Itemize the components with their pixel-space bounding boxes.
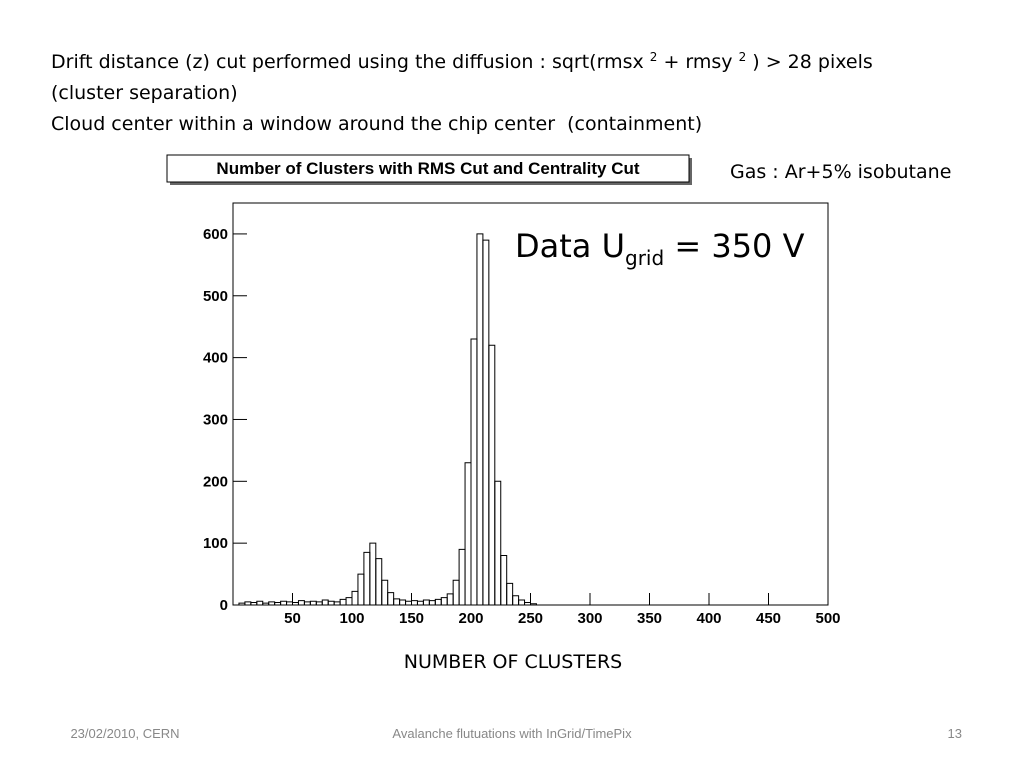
y-tick-label: 300 [203,411,228,428]
x-tick-label: 50 [284,610,301,627]
footer-date: 23/02/2010, CERN [70,726,179,741]
x-tick-label: 300 [577,610,602,627]
y-tick-label: 500 [203,288,228,305]
x-axis-label: NUMBER OF CLUSTERS [404,651,622,673]
footer-title: Avalanche flutuations with InGrid/TimePi… [392,726,632,741]
annotation: Data Ugrid = 350 V [515,227,805,270]
chart-title: Number of Clusters with RMS Cut and Cent… [216,159,639,178]
histogram-bin [494,480,502,605]
text: = 350 V [664,227,804,265]
subscript: grid [625,246,664,270]
plot-frame [232,202,829,606]
histogram-bin [506,582,514,605]
histogram-bin [488,344,496,605]
text: ) > 28 pixels [746,51,873,73]
x-tick-label: 100 [339,610,364,627]
x-tick-label: 200 [458,610,483,627]
text: Data U [515,227,625,265]
x-tick-label: 400 [696,610,721,627]
header-line: Drift distance (z) cut performed using t… [51,50,873,73]
header-line: Cloud center within a window around the … [51,113,702,135]
x-tick-label: 500 [815,610,840,627]
y-tick-label: 100 [203,535,228,552]
header-line: (cluster separation) [51,82,238,104]
y-tick-label: 200 [203,473,228,490]
text: Drift distance (z) cut performed using t… [51,51,650,73]
title-box [166,154,690,183]
x-tick-label: 250 [518,610,543,627]
histogram-bin [500,555,508,605]
y-tick-label: 0 [220,597,228,614]
page-number: 13 [948,726,962,741]
y-tick-label: 400 [203,350,228,367]
text: + rmsy [657,51,738,73]
histogram-bin [530,603,537,605]
x-tick-label: 450 [756,610,781,627]
superscript: 2 [650,50,658,64]
x-tick-label: 350 [637,610,662,627]
y-tick-label: 600 [203,226,228,243]
gas-note: Gas : Ar+5% isobutane [730,161,951,183]
x-tick-label: 150 [399,610,424,627]
superscript: 2 [739,50,747,64]
